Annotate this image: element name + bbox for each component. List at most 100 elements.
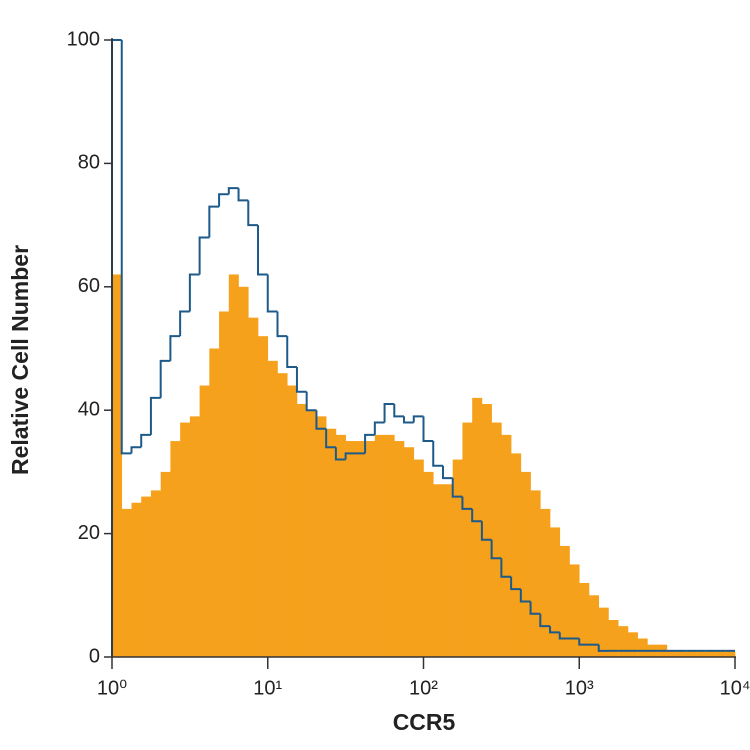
histogram-bar (686, 650, 697, 657)
histogram-step (286, 336, 297, 369)
histogram-bar (141, 496, 152, 657)
x-tick-label: 10⁰ (97, 677, 127, 699)
x-tick-label: 10² (409, 677, 438, 699)
histogram-bar (666, 650, 677, 657)
histogram-bar (131, 502, 142, 657)
histogram-bar (413, 459, 424, 657)
histogram-bar (608, 619, 619, 657)
histogram-bar (491, 422, 502, 657)
histogram-step (188, 273, 200, 312)
histogram-step (325, 428, 336, 449)
histogram-step (373, 421, 385, 435)
histogram-step (305, 391, 317, 412)
histogram-bar (277, 373, 288, 657)
plot-area (111, 39, 736, 657)
x-axis-title: CCR5 (393, 709, 456, 735)
y-tick-label: 40 (78, 398, 100, 420)
histogram-bar (394, 441, 405, 657)
histogram-step (149, 396, 161, 435)
histogram-bar (423, 471, 434, 657)
histogram-step (578, 638, 589, 646)
histogram-step (558, 632, 570, 640)
histogram-step (120, 40, 132, 455)
histogram-step (295, 367, 307, 393)
histogram-step (208, 205, 220, 238)
histogram-bar (511, 453, 522, 657)
histogram-bar (112, 274, 123, 657)
histogram-bar (530, 490, 541, 657)
histogram-bar (345, 441, 356, 657)
histogram-step (315, 410, 327, 430)
histogram-bar (355, 441, 366, 657)
histogram-bar (637, 638, 648, 657)
y-tick-label: 0 (89, 645, 100, 667)
y-tick-label: 80 (78, 152, 100, 174)
histogram-step (490, 539, 502, 560)
histogram-step (130, 446, 142, 454)
histogram-step (441, 465, 453, 480)
histogram-step (432, 441, 443, 467)
x-tick-label: 10¹ (253, 677, 282, 699)
histogram-bar (481, 404, 492, 657)
histogram-step (461, 496, 473, 510)
histogram-bar (170, 441, 181, 657)
histogram-step (334, 447, 346, 461)
histogram-bar (238, 286, 249, 657)
histogram-step (529, 601, 541, 615)
histogram-bar (180, 422, 191, 657)
histogram-step (539, 613, 551, 628)
histogram-step (247, 200, 259, 227)
histogram-step (179, 310, 190, 337)
histogram-bar (676, 650, 687, 657)
histogram-bar (160, 471, 171, 657)
histogram-bar (365, 441, 376, 657)
y-tick-label: 60 (78, 275, 100, 297)
histogram-bar (569, 564, 580, 657)
histogram-step (383, 403, 395, 423)
histogram-step (519, 589, 531, 603)
histogram-step (597, 644, 609, 652)
histogram-bar (442, 484, 454, 657)
histogram-step (344, 452, 356, 460)
histogram-step (451, 478, 463, 498)
y-axis-title: Relative Cell Number (7, 245, 33, 475)
histogram-bar (219, 311, 230, 657)
histogram-step (549, 626, 560, 634)
y-tick-label: 20 (78, 522, 100, 544)
x-tick-label: 10³ (565, 677, 594, 699)
histogram-bar (550, 527, 561, 657)
histogram-bar (287, 385, 298, 657)
histogram-bar (433, 484, 444, 657)
histogram-bar (258, 336, 269, 657)
histogram-step (198, 236, 210, 275)
histogram-step (140, 433, 151, 448)
histogram-step (159, 359, 171, 398)
histogram-step (480, 521, 492, 541)
histogram-step (257, 225, 268, 276)
histogram-bar (462, 422, 473, 657)
histogram-step (422, 416, 434, 443)
histogram-bar (520, 471, 531, 657)
histogram-bar (374, 434, 385, 657)
histogram-bar (209, 348, 220, 657)
histogram-bar (248, 317, 259, 657)
histogram-step (227, 187, 239, 195)
histogram-bar (267, 360, 278, 657)
histogram-step (510, 576, 521, 591)
histogram-bar (725, 650, 736, 657)
histogram-bar (705, 650, 716, 657)
histogram-bar (501, 434, 512, 657)
histogram-step (412, 415, 424, 423)
histogram-bar (199, 385, 210, 657)
histogram-bar (452, 459, 463, 657)
histogram-step (218, 193, 229, 207)
histogram-bar (384, 434, 395, 657)
histogram-bar (559, 545, 570, 657)
histogram-bar (404, 447, 415, 657)
histogram-bar (696, 650, 707, 657)
histogram-bar (588, 595, 600, 657)
histogram-bar (121, 508, 132, 657)
histogram-bar (335, 434, 346, 657)
histogram-bar (228, 274, 239, 657)
histogram-bar (715, 650, 726, 657)
